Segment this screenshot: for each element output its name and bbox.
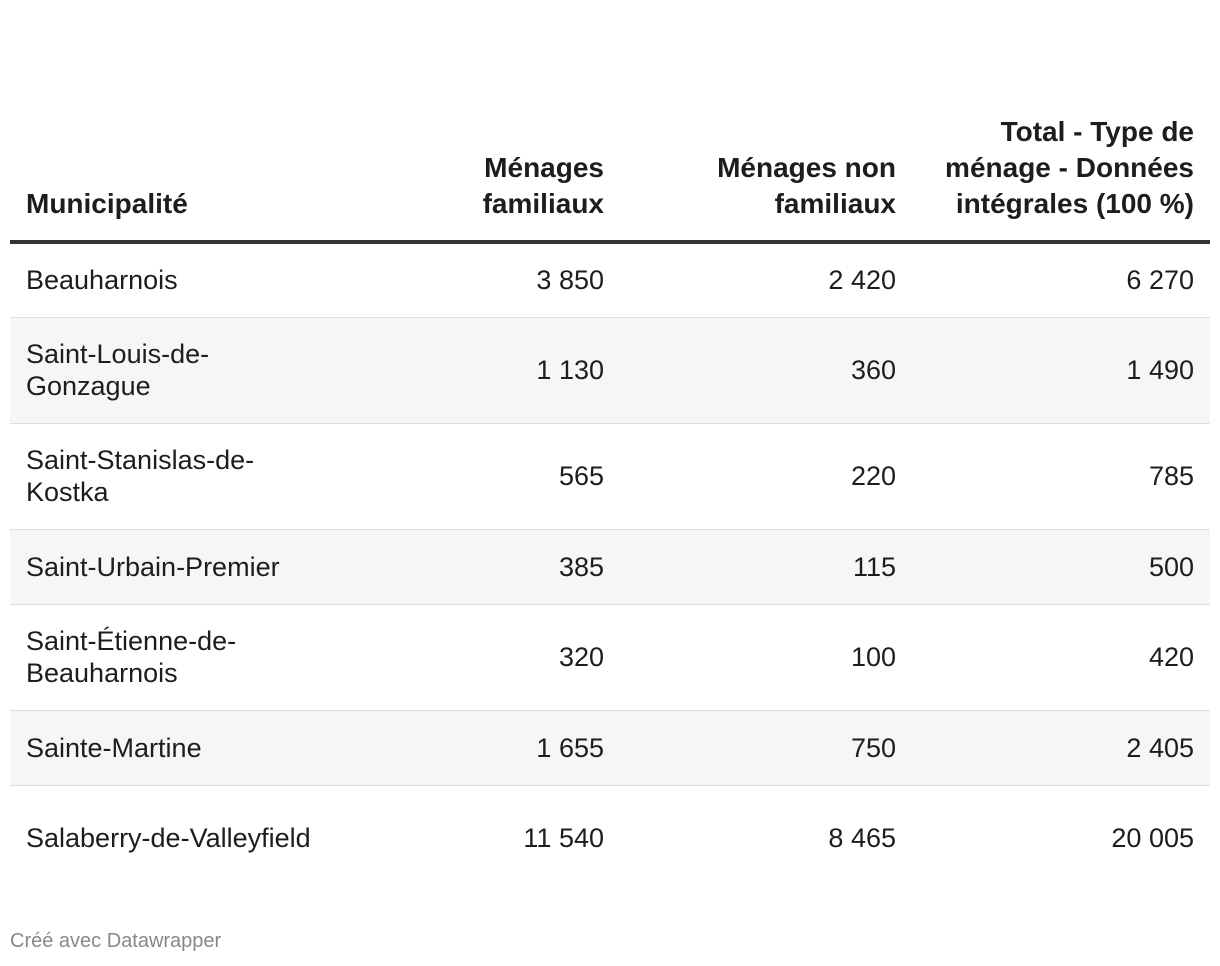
- cell-municipalite: Saint-Louis-de-Gonzague: [10, 317, 345, 424]
- cell-menages-non-familiaux: 360: [620, 317, 912, 424]
- credit-text[interactable]: Créé avec Datawrapper: [10, 930, 222, 952]
- cell-menages-non-familiaux: 100: [620, 604, 912, 711]
- table-row: Saint-Louis-de-Gonzague 1 130 360 1 490: [10, 317, 1210, 424]
- cell-menages-non-familiaux: 2 420: [620, 242, 912, 318]
- table-row: Sainte-Martine 1 655 750 2 405: [10, 710, 1210, 786]
- table-body: Beauharnois 3 850 2 420 6 270 Saint-Loui…: [10, 242, 1210, 891]
- table-row: Saint-Urbain-Premier 385 115 500: [10, 529, 1210, 605]
- cell-menages-non-familiaux: 750: [620, 710, 912, 786]
- data-table-container: Municipalité Ménages familiaux Ménages n…: [10, 0, 1210, 891]
- cell-menages-familiaux: 320: [345, 604, 620, 711]
- cell-total: 2 405: [912, 710, 1210, 786]
- cell-menages-non-familiaux: 220: [620, 423, 912, 530]
- cell-total: 20 005: [1111, 823, 1194, 854]
- column-header-total[interactable]: Total - Type de ménage - Données intégra…: [912, 0, 1210, 244]
- cell-municipalite: Saint-Urbain-Premier: [10, 529, 345, 605]
- column-header-menages-familiaux[interactable]: Ménages familiaux: [345, 0, 620, 244]
- cell-total: 785: [912, 423, 1210, 530]
- cell-menages-familiaux: 3 850: [345, 242, 620, 318]
- cell-total: 500: [912, 529, 1210, 605]
- cell-menages-familiaux: 1 130: [345, 317, 620, 424]
- cell-total: 1 490: [912, 317, 1210, 424]
- cell-menages-non-familiaux: 115: [620, 529, 912, 605]
- cell-menages-familiaux: 385: [345, 529, 620, 605]
- header-row: Municipalité Ménages familiaux Ménages n…: [10, 0, 1210, 244]
- table-row: Beauharnois 3 850 2 420 6 270: [10, 242, 1210, 318]
- cell-municipalite: Saint-Étienne-de-Beauharnois: [10, 604, 345, 711]
- data-table: Municipalité Ménages familiaux Ménages n…: [10, 0, 1210, 891]
- cell-menages-non-familiaux: 8 465: [828, 823, 896, 854]
- cell-total: 420: [912, 604, 1210, 711]
- column-header-municipalite[interactable]: Municipalité: [10, 0, 345, 244]
- column-header-menages-non-familiaux[interactable]: Ménages non familiaux: [620, 0, 912, 244]
- table-row: Saint-Étienne-de-Beauharnois 320 100 420: [10, 604, 1210, 711]
- cell-menages-familiaux: 1 655: [345, 710, 620, 786]
- cell-municipalite: Sainte-Martine: [10, 710, 345, 786]
- table-header: Municipalité Ménages familiaux Ménages n…: [10, 0, 1210, 244]
- cell-total: 6 270: [912, 242, 1210, 318]
- cell-municipalite: Salaberry-de-Valleyfield: [26, 823, 311, 854]
- cell-municipalite: Beauharnois: [10, 242, 345, 318]
- cell-municipalite: Saint-Stanislas-de-Kostka: [10, 423, 345, 530]
- table-row: Saint-Stanislas-de-Kostka 565 220 785: [10, 423, 1210, 530]
- table-row: Salaberry-de-Valleyfield 11 540 8 465 20…: [10, 785, 1210, 891]
- cell-menages-familiaux: 565: [345, 423, 620, 530]
- cell-menages-familiaux: 11 540: [523, 823, 604, 854]
